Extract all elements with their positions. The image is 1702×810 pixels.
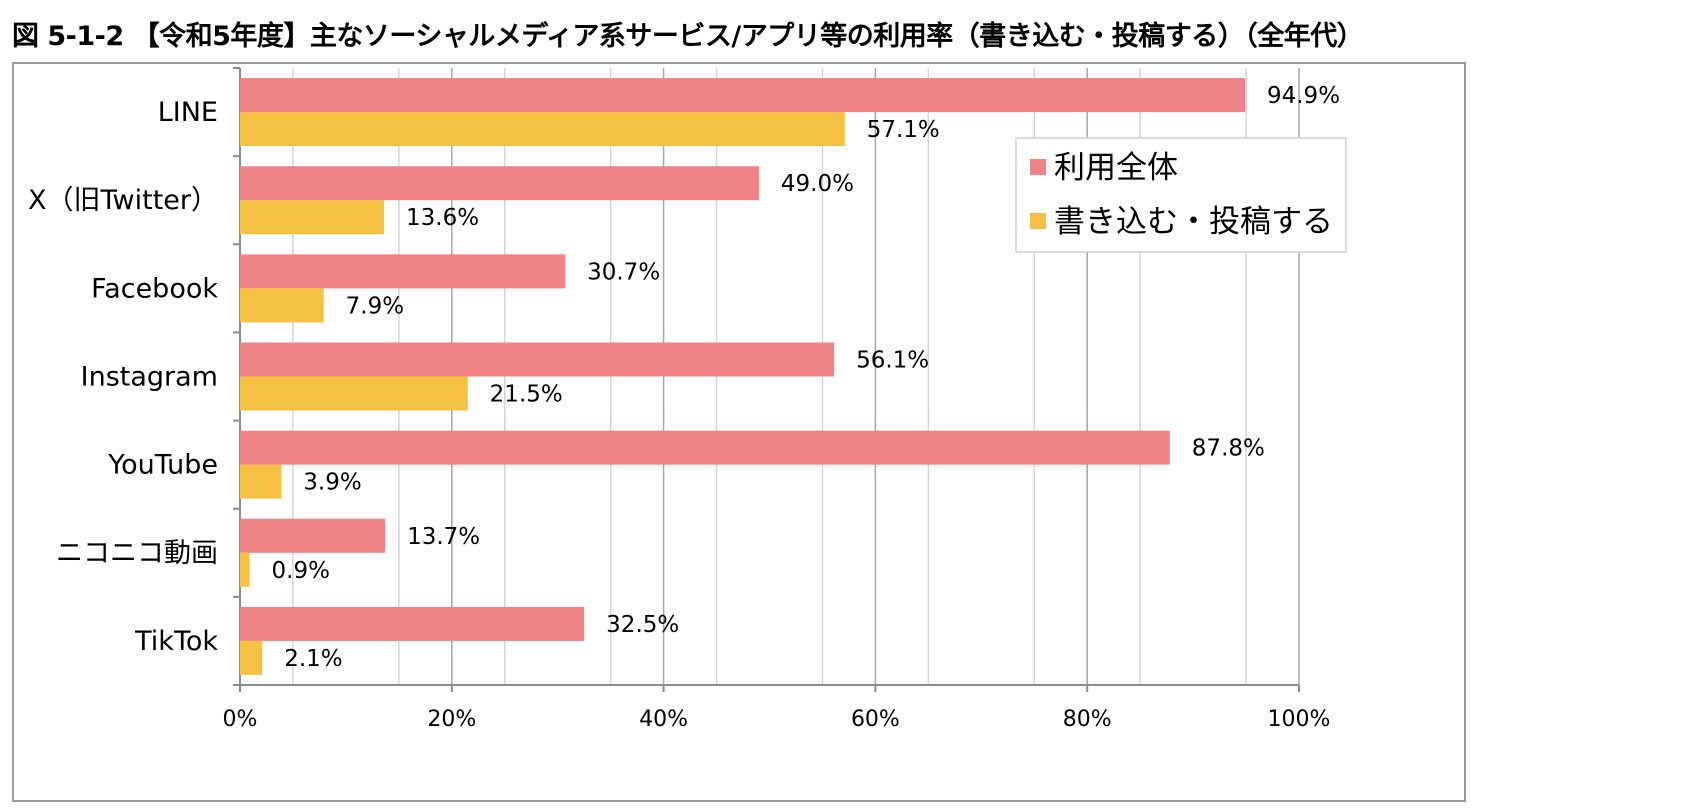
- data-label: 13.6%: [406, 205, 479, 231]
- data-label: 32.5%: [606, 612, 679, 638]
- bar-posting: [240, 376, 468, 411]
- data-label: 94.9%: [1267, 83, 1340, 109]
- legend-label: 書き込む・投稿する: [1054, 204, 1333, 240]
- category-label: Instagram: [81, 362, 218, 393]
- data-label: 21.5%: [490, 382, 563, 408]
- x-tick-label: 60%: [851, 707, 900, 732]
- category-label: LINE: [158, 97, 218, 128]
- data-label: 13.7%: [407, 524, 480, 550]
- bar-total-usage: [240, 78, 1245, 113]
- data-label: 49.0%: [781, 171, 854, 197]
- category-label: X（旧Twitter）: [28, 185, 218, 216]
- bar-total-usage: [240, 342, 835, 377]
- bar-total-usage: [240, 606, 585, 641]
- x-tick-label: 40%: [639, 707, 688, 732]
- bar-posting: [240, 640, 263, 675]
- bar-total-usage: [240, 430, 1170, 465]
- data-label: 3.9%: [303, 470, 361, 496]
- data-label: 0.9%: [272, 558, 330, 584]
- bar-posting: [240, 112, 845, 147]
- bar-posting: [240, 200, 385, 235]
- bar-total-usage: [240, 166, 759, 201]
- bar-posting: [240, 552, 250, 587]
- data-label: 57.1%: [867, 117, 940, 143]
- data-label: 2.1%: [284, 646, 342, 672]
- data-label: 56.1%: [856, 348, 929, 374]
- x-tick-label: 20%: [427, 707, 476, 732]
- page-title: 図 5-1-2 【令和5年度】主なソーシャルメディア系サービス/アプリ等の利用率…: [12, 21, 1364, 52]
- data-label: 87.8%: [1192, 436, 1265, 462]
- x-tick-label: 100%: [1268, 707, 1331, 732]
- x-tick-label: 0%: [223, 707, 258, 732]
- category-label: YouTube: [107, 450, 218, 481]
- bar-total-usage: [240, 518, 386, 553]
- legend-swatch: [1030, 213, 1046, 229]
- legend-box: [1015, 137, 1347, 253]
- bar-posting: [240, 464, 282, 499]
- bar-posting: [240, 288, 324, 323]
- legend-swatch: [1030, 159, 1046, 175]
- data-label: 7.9%: [346, 293, 404, 319]
- data-label: 30.7%: [587, 259, 660, 285]
- category-label: ニコニコ動画: [56, 538, 218, 569]
- bar-total-usage: [240, 254, 566, 289]
- category-label: Facebook: [91, 273, 218, 304]
- x-tick-label: 80%: [1063, 707, 1112, 732]
- legend-label: 利用全体: [1054, 150, 1178, 186]
- category-label: TikTok: [134, 626, 218, 657]
